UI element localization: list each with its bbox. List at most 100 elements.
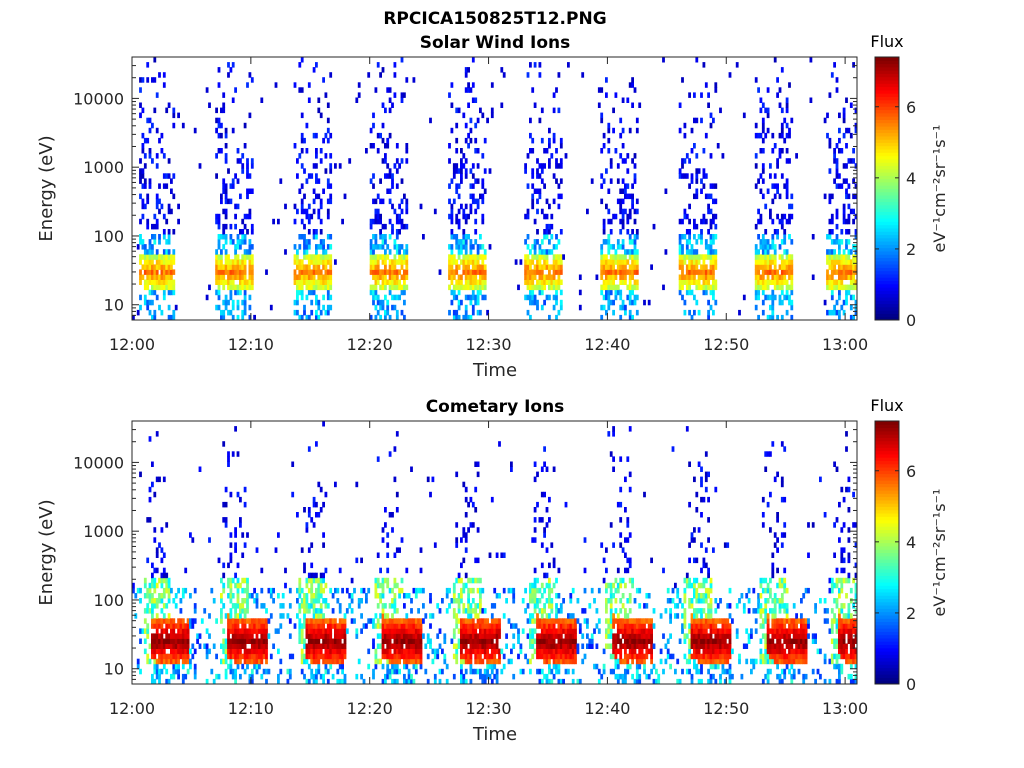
flux-cell bbox=[319, 628, 323, 634]
flux-cell bbox=[609, 598, 613, 604]
flux-cell bbox=[417, 587, 420, 594]
flux-cell bbox=[155, 643, 159, 649]
flux-cell bbox=[255, 598, 259, 604]
flux-cell bbox=[474, 229, 478, 235]
flux-cell bbox=[170, 254, 173, 260]
flux-cell bbox=[296, 294, 299, 301]
flux-cell bbox=[400, 653, 404, 660]
flux-cell bbox=[688, 229, 691, 235]
flux-cell bbox=[633, 239, 637, 245]
flux-cell bbox=[481, 638, 485, 644]
flux-cell bbox=[379, 284, 382, 291]
flux-cell bbox=[393, 603, 397, 609]
flux-cell bbox=[405, 638, 409, 644]
flux-cell bbox=[312, 618, 316, 624]
flux-cell bbox=[607, 137, 611, 144]
flux-cell bbox=[510, 623, 513, 629]
flux-cell bbox=[293, 279, 297, 285]
flux-cell bbox=[386, 552, 390, 558]
flux-cell bbox=[376, 552, 380, 558]
flux-cell bbox=[436, 633, 440, 639]
flux-cell bbox=[479, 587, 482, 594]
flux-cell bbox=[597, 87, 601, 93]
flux-cell bbox=[476, 587, 480, 594]
flux-cell bbox=[811, 234, 815, 240]
flux-cell bbox=[538, 254, 542, 260]
flux-cell bbox=[628, 633, 632, 639]
flux-cell bbox=[400, 289, 404, 296]
flux-cell bbox=[531, 633, 535, 639]
flux-cell bbox=[759, 259, 763, 265]
flux-cell bbox=[533, 284, 537, 291]
flux-cell bbox=[298, 188, 302, 194]
flux-cell bbox=[391, 102, 394, 108]
flux-cell bbox=[609, 274, 613, 280]
flux-cell bbox=[460, 598, 463, 604]
flux-cell bbox=[828, 264, 832, 270]
flux-cell bbox=[476, 299, 480, 306]
flux-cell bbox=[403, 603, 406, 609]
flux-cell bbox=[533, 188, 537, 194]
flux-cell bbox=[607, 633, 611, 639]
flux-cell bbox=[778, 294, 782, 301]
flux-cell bbox=[215, 304, 218, 311]
flux-cell bbox=[828, 137, 832, 144]
flux-cell bbox=[222, 223, 226, 230]
flux-cell bbox=[281, 613, 285, 619]
flux-cell bbox=[162, 648, 166, 655]
flux-cell bbox=[462, 481, 466, 488]
flux-cell bbox=[450, 279, 454, 285]
flux-cell bbox=[690, 274, 694, 280]
flux-cell bbox=[469, 244, 473, 250]
flux-cell bbox=[614, 148, 618, 154]
flux-cell bbox=[220, 274, 223, 280]
flux-cell bbox=[148, 274, 152, 280]
flux-cell bbox=[241, 653, 245, 660]
flux-cell bbox=[229, 289, 233, 296]
flux-cell bbox=[298, 628, 302, 634]
flux-cell bbox=[693, 294, 696, 301]
flux-cell bbox=[531, 643, 535, 649]
flux-cell bbox=[543, 461, 546, 467]
flux-cell bbox=[612, 668, 615, 675]
flux-cell bbox=[678, 234, 682, 240]
flux-cell bbox=[562, 628, 565, 634]
flux-cell bbox=[324, 279, 328, 285]
flux-cell bbox=[414, 663, 418, 670]
flux-cell bbox=[400, 628, 404, 634]
flux-cell bbox=[151, 284, 154, 291]
flux-cell bbox=[559, 158, 563, 164]
flux-cell bbox=[234, 547, 237, 553]
flux-cell bbox=[460, 593, 463, 599]
flux-cell bbox=[155, 294, 159, 301]
flux-cell bbox=[193, 648, 197, 655]
flux-cell bbox=[236, 304, 240, 311]
flux-cell bbox=[502, 72, 506, 78]
flux-cell bbox=[548, 294, 551, 301]
flux-cell bbox=[445, 608, 449, 614]
flux-cell bbox=[155, 618, 159, 624]
flux-cell bbox=[540, 618, 544, 624]
flux-cell bbox=[381, 613, 385, 619]
flux-cell bbox=[303, 279, 306, 285]
flux-cell bbox=[778, 102, 782, 108]
flux-cell bbox=[540, 208, 544, 215]
flux-cell bbox=[248, 279, 252, 285]
flux-cell bbox=[398, 294, 401, 301]
flux-cell bbox=[224, 658, 228, 665]
flux-cell bbox=[707, 203, 710, 210]
colorbar-tick-label: 6 bbox=[906, 98, 916, 117]
flux-cell bbox=[250, 653, 254, 660]
colorbar-segment bbox=[875, 158, 899, 163]
flux-cell bbox=[167, 643, 171, 649]
flux-cell bbox=[621, 274, 625, 280]
flux-cell bbox=[685, 279, 689, 285]
flux-cell bbox=[695, 173, 699, 179]
flux-cell bbox=[764, 107, 768, 114]
flux-cell bbox=[403, 299, 406, 306]
flux-cell bbox=[165, 577, 169, 584]
flux-cell bbox=[336, 638, 340, 644]
flux-cell bbox=[552, 663, 556, 670]
flux-cell bbox=[215, 269, 218, 275]
flux-cell bbox=[419, 623, 423, 629]
